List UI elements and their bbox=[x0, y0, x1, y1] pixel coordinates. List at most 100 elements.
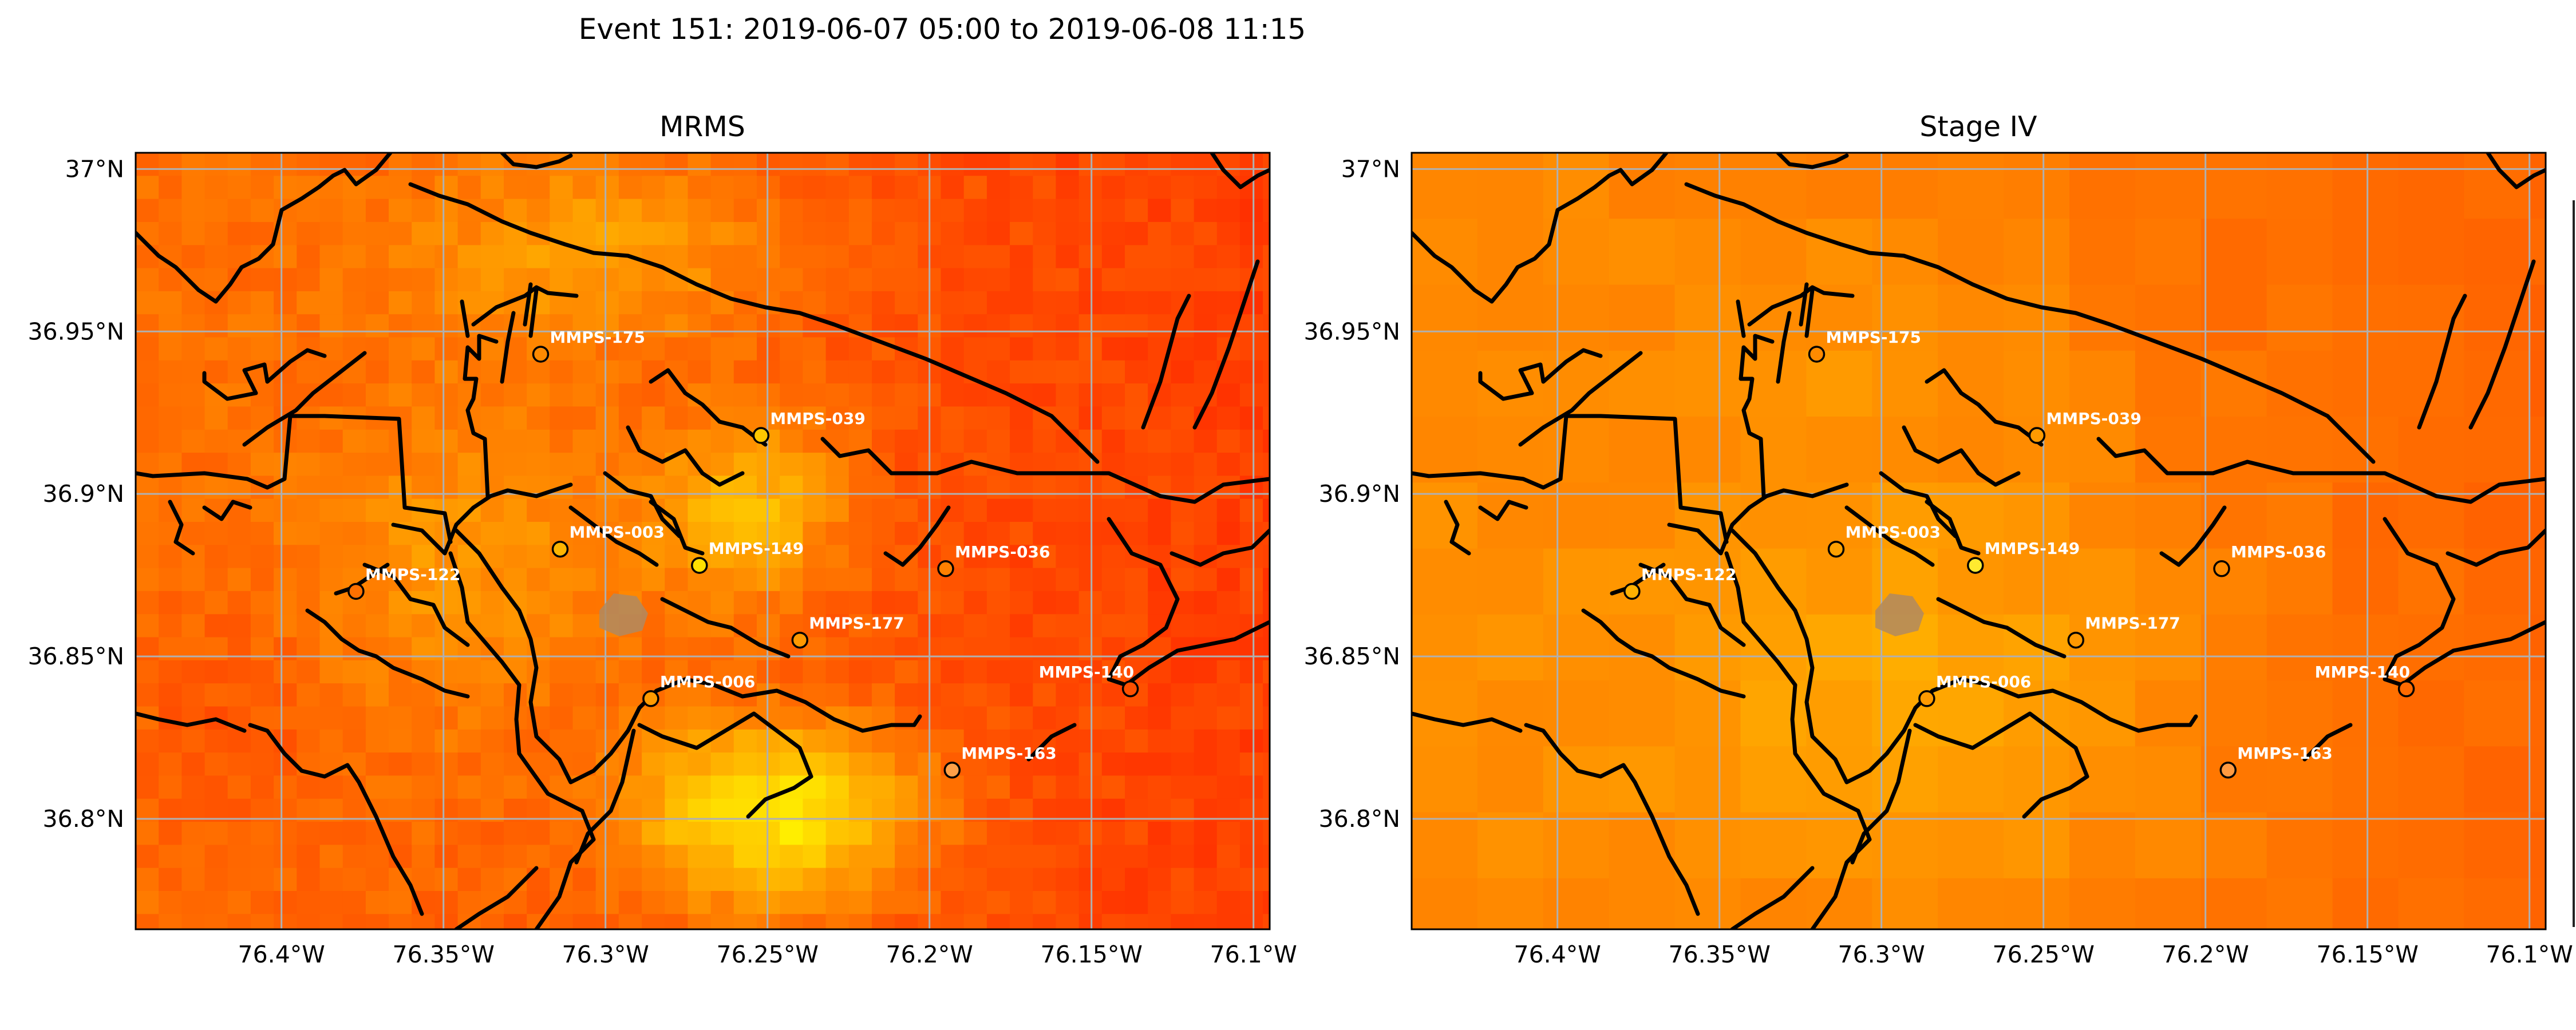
precip-cell bbox=[1101, 337, 1125, 361]
precip-cell bbox=[1033, 660, 1057, 684]
precip-cell bbox=[1609, 878, 1676, 929]
precip-cell bbox=[2464, 417, 2531, 484]
precip-cell bbox=[642, 291, 666, 315]
precip-cell bbox=[986, 822, 1011, 846]
precip-cell bbox=[803, 822, 827, 846]
precip-cell bbox=[1609, 614, 1676, 682]
precip-cell bbox=[136, 729, 160, 754]
precip-cell bbox=[848, 291, 872, 315]
precip-cell bbox=[389, 706, 413, 730]
precip-cell bbox=[2266, 878, 2333, 929]
precip-cell bbox=[848, 383, 872, 407]
precip-cell bbox=[803, 522, 827, 546]
precip-cell bbox=[250, 914, 275, 929]
precip-cell bbox=[412, 545, 436, 569]
precip-cell bbox=[1194, 221, 1218, 246]
precip-cell bbox=[1125, 291, 1149, 315]
precip-cell bbox=[1263, 360, 1270, 385]
precip-cell bbox=[2530, 680, 2546, 747]
precip-cell bbox=[688, 337, 712, 361]
precip-cell bbox=[1263, 822, 1270, 846]
precip-cell bbox=[480, 383, 504, 407]
coastline-segment bbox=[2159, 505, 2227, 567]
precip-cell bbox=[181, 822, 206, 846]
station-mmps-122: MMPS-122 bbox=[1623, 565, 1736, 600]
precip-cell bbox=[2464, 482, 2531, 549]
coastline-segment bbox=[637, 711, 813, 819]
precip-cell bbox=[848, 660, 872, 684]
precip-cell bbox=[1056, 752, 1080, 777]
precip-cell bbox=[1194, 706, 1218, 730]
precip-cell bbox=[1101, 845, 1125, 869]
precip-cell bbox=[2530, 812, 2546, 879]
precip-cell bbox=[2332, 219, 2399, 286]
coastline-segment bbox=[1638, 562, 1746, 647]
precip-cell bbox=[825, 891, 850, 915]
precip-cell bbox=[204, 614, 228, 638]
precip-cell bbox=[1148, 429, 1172, 454]
precip-cell bbox=[181, 337, 206, 361]
x-tick-label: 76.4°W bbox=[238, 941, 325, 968]
station-mmps-039: MMPS-039 bbox=[752, 409, 866, 444]
precip-cell bbox=[2332, 482, 2399, 549]
precip-cell bbox=[1543, 153, 1610, 220]
precip-cell bbox=[1609, 153, 1676, 220]
precip-cell bbox=[803, 476, 827, 500]
precip-cell bbox=[159, 914, 183, 929]
x-tick-label: 76.25°W bbox=[716, 941, 818, 968]
precip-cell bbox=[1148, 522, 1172, 546]
precip-cell bbox=[963, 729, 987, 754]
coastline-segment bbox=[242, 351, 367, 447]
precip-cell bbox=[986, 660, 1011, 684]
y-ticks-stage4: 37°N36.95°N36.9°N36.85°N36.8°N bbox=[1303, 155, 1400, 833]
y-tick-label: 36.9°N bbox=[1319, 480, 1400, 508]
precip-cell bbox=[250, 867, 275, 892]
precip-cell bbox=[204, 660, 228, 684]
y-tick-label: 36.95°N bbox=[27, 318, 124, 345]
precip-cell bbox=[1263, 568, 1270, 592]
precip-cell bbox=[1216, 867, 1240, 892]
precip-cell bbox=[2069, 153, 2136, 220]
station-marker bbox=[1121, 680, 1139, 698]
precip-cell bbox=[527, 406, 551, 430]
precip-cell bbox=[1056, 545, 1080, 569]
precip-cell bbox=[480, 660, 504, 684]
precip-cell bbox=[780, 891, 804, 915]
precip-cell bbox=[595, 406, 619, 430]
precip-cell bbox=[757, 545, 781, 569]
precip-cell bbox=[1263, 429, 1270, 454]
precip-cell bbox=[572, 867, 596, 892]
precip-cell bbox=[618, 660, 643, 684]
precip-cell bbox=[848, 845, 872, 869]
precip-cell bbox=[2398, 417, 2465, 484]
precip-cell bbox=[1286, 406, 1309, 430]
precip-cell bbox=[1101, 752, 1125, 777]
precip-cell bbox=[848, 891, 872, 915]
precip-cell bbox=[1148, 176, 1172, 200]
station-marker bbox=[551, 540, 569, 558]
precip-cell bbox=[895, 752, 919, 777]
precip-cell bbox=[963, 176, 987, 200]
precip-cell bbox=[595, 291, 619, 315]
station-label: MMPS-006 bbox=[660, 672, 755, 691]
precip-cell bbox=[688, 314, 712, 338]
precip-cell bbox=[1101, 545, 1125, 569]
precip-cell bbox=[1239, 706, 1264, 730]
precip-cell bbox=[1216, 568, 1240, 592]
y-tick-label: 36.8°N bbox=[1319, 805, 1400, 833]
coastline-segment bbox=[523, 282, 533, 327]
precip-cell bbox=[2332, 284, 2399, 351]
precip-cell bbox=[389, 891, 413, 915]
precip-cell bbox=[595, 545, 619, 569]
precip-cell bbox=[1101, 268, 1125, 292]
precip-cell bbox=[319, 775, 343, 799]
precip-cell bbox=[250, 752, 275, 777]
precip-cell bbox=[2398, 153, 2465, 220]
precip-cell bbox=[365, 291, 390, 315]
precip-cell bbox=[2464, 548, 2531, 615]
precip-cell bbox=[181, 153, 206, 177]
precip-cell bbox=[1194, 268, 1218, 292]
station-marker bbox=[1808, 346, 1826, 363]
precip-cell bbox=[1216, 291, 1240, 315]
precip-cell bbox=[1056, 568, 1080, 592]
